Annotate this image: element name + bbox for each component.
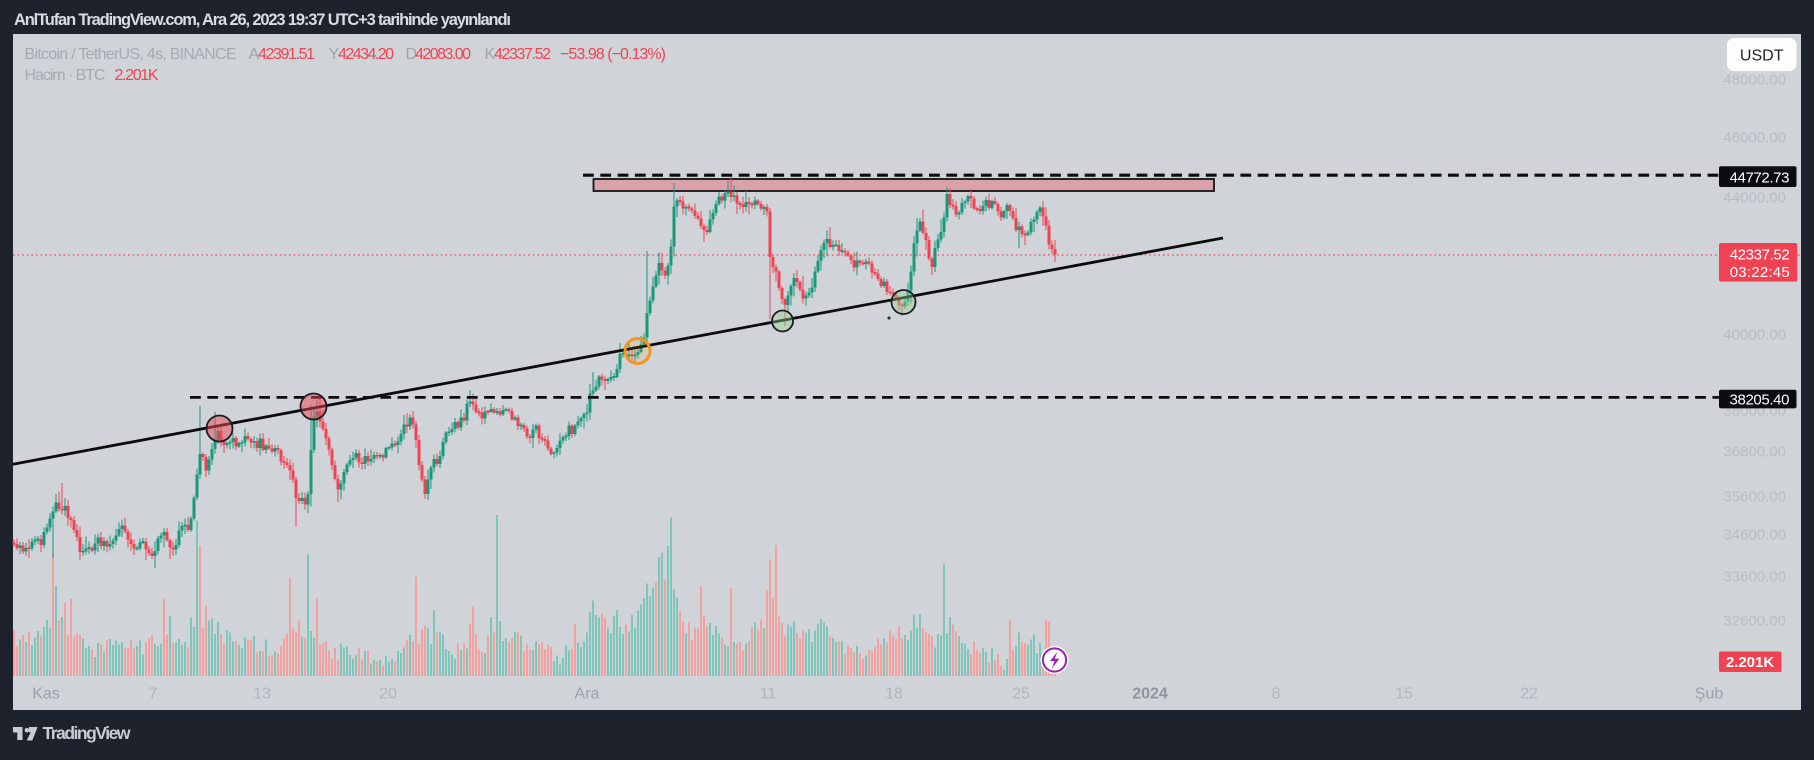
svg-text:AnlTufan TradingView.com, Ara: AnlTufan TradingView.com, Ara 26, 2023 1… (14, 11, 511, 29)
svg-text:Kas: Kas (32, 686, 60, 703)
svg-text:13: 13 (253, 686, 271, 703)
svg-text:38205.40: 38205.40 (1730, 392, 1790, 409)
svg-text:20: 20 (379, 686, 397, 703)
svg-text:46000.00: 46000.00 (1723, 129, 1786, 146)
svg-text:11: 11 (760, 686, 777, 703)
svg-text:32600.00: 32600.00 (1723, 612, 1786, 629)
svg-text:Bitcoin / TetherUS, 4s, BINANC: Bitcoin / TetherUS, 4s, BINANCE A42391.51… (25, 46, 667, 63)
svg-text:2.201K: 2.201K (1726, 654, 1775, 671)
svg-text:33600.00: 33600.00 (1723, 568, 1786, 585)
svg-text:7: 7 (149, 686, 158, 703)
svg-text:USDT: USDT (1740, 48, 1784, 65)
svg-text:25: 25 (1012, 686, 1030, 703)
svg-text:48000.00: 48000.00 (1723, 71, 1786, 88)
svg-text:34600.00: 34600.00 (1723, 526, 1786, 543)
svg-text:8: 8 (1272, 686, 1281, 703)
svg-text:03:22:45: 03:22:45 (1730, 264, 1790, 281)
svg-text:Şub: Şub (1695, 686, 1724, 703)
svg-text:40000.00: 40000.00 (1723, 326, 1786, 343)
svg-text:36800.00: 36800.00 (1723, 443, 1786, 460)
svg-text:15: 15 (1395, 686, 1413, 703)
svg-text:Ara: Ara (575, 686, 600, 703)
svg-text:44000.00: 44000.00 (1723, 189, 1786, 206)
svg-text:35600.00: 35600.00 (1723, 488, 1786, 505)
svg-text:18: 18 (885, 686, 903, 703)
svg-text:22: 22 (1520, 686, 1538, 703)
svg-text:TradingView: TradingView (43, 723, 131, 743)
svg-text:42337.52: 42337.52 (1730, 246, 1790, 263)
svg-text:2024: 2024 (1132, 686, 1168, 703)
svg-text:44772.73: 44772.73 (1730, 169, 1790, 186)
